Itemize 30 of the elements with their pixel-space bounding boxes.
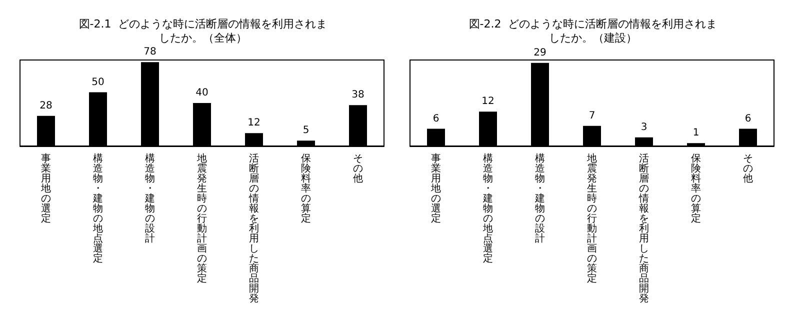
data-label: 6 — [432, 113, 440, 124]
data-label: 12 — [482, 96, 494, 108]
data-label: 5 — [302, 125, 310, 136]
category-label: 構造物・建物の地点選定 — [93, 154, 103, 264]
data-label: 28 — [40, 100, 52, 112]
data-label: 3 — [640, 122, 648, 133]
category-label: 地震発生時の行動計画の策定 — [197, 154, 207, 284]
category-label: 構造物・建物の設計 — [535, 154, 545, 244]
category-label: 構造物・建物の地点選定 — [483, 154, 493, 264]
data-label: 12 — [248, 118, 260, 129]
chart-title: 図-2.1 どのような時に活断層の情報を利用されましたか。（全体） — [78, 18, 328, 44]
data-label: 78 — [144, 46, 156, 58]
x-tick-label: 事業用地の選定 — [430, 152, 441, 224]
data-label: 29 — [534, 47, 546, 58]
x-tick-label: その他 — [743, 154, 753, 184]
x-tick-label: その他 — [353, 154, 363, 184]
data-label: 50 — [92, 76, 104, 88]
category-label: 地震発生時の行動計画の策定 — [587, 154, 597, 284]
category-label: 活断層の情報を利用した商品開発 — [639, 154, 649, 304]
x-tick-label: 保険料率の算定 — [691, 154, 701, 224]
data-label: 40 — [196, 88, 208, 98]
data-label: 6 — [744, 113, 752, 124]
category-label: 構造物・建物の設計 — [145, 154, 155, 244]
category-label: 活断層の情報を利用した商品開発 — [249, 154, 259, 304]
data-label: 1 — [692, 128, 700, 139]
data-label: 38 — [352, 90, 364, 101]
data-label: 7 — [588, 110, 596, 122]
x-tick-label: 保険料率の算定 — [301, 154, 311, 224]
x-tick-label: 事業用地の選定 — [40, 152, 51, 224]
chart-title: 図-2.2 どのような時に活断層の情報を利用されましたか。（建設） — [468, 18, 718, 44]
